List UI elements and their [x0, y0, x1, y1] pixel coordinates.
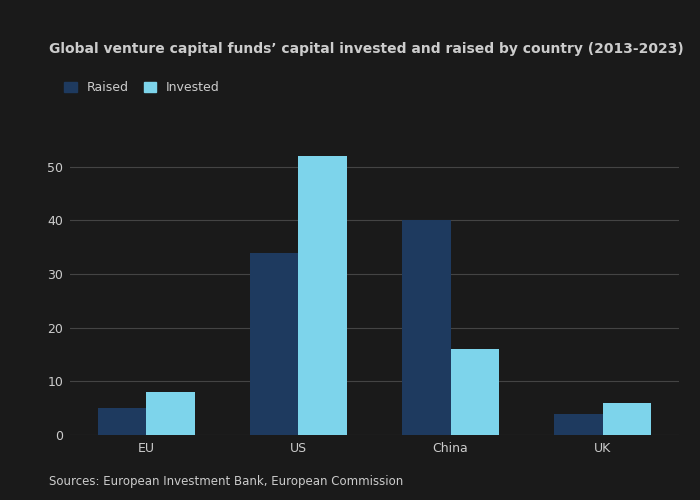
Bar [451, 349, 499, 435]
Bar [98, 408, 146, 435]
Bar [250, 252, 298, 435]
Text: Sources: European Investment Bank, European Commission: Sources: European Investment Bank, Europ… [49, 474, 403, 488]
Legend: Raised, Invested: Raised, Invested [64, 82, 220, 94]
Bar [402, 220, 451, 435]
Bar [298, 156, 347, 435]
Bar [146, 392, 195, 435]
Text: Global venture capital funds’ capital invested and raised by country (2013-2023): Global venture capital funds’ capital in… [49, 42, 684, 56]
Bar [554, 414, 603, 435]
Bar [603, 403, 651, 435]
